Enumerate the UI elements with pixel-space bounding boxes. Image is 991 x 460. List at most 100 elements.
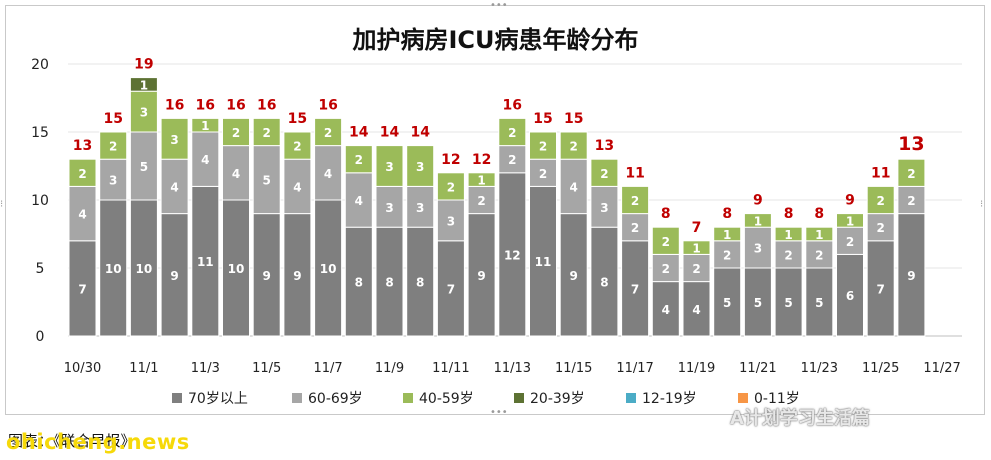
total-label: 11 <box>871 165 890 181</box>
legend-swatch <box>514 393 524 403</box>
bar-segment <box>559 213 588 337</box>
bar-segment <box>590 158 619 187</box>
legend-item: 0-11岁 <box>738 388 800 408</box>
bar-segment <box>805 226 834 242</box>
data-label: 9 <box>263 269 271 283</box>
data-label: 2 <box>846 235 854 249</box>
data-label: 4 <box>201 153 209 167</box>
data-label: 8 <box>600 276 608 290</box>
data-label: 4 <box>355 194 363 208</box>
data-label: 1 <box>140 78 148 92</box>
bar-segment <box>805 240 834 269</box>
data-label: 4 <box>692 303 700 317</box>
bar-segment <box>897 213 926 337</box>
data-label: 2 <box>877 221 885 235</box>
data-label: 8 <box>355 276 363 290</box>
bar-segment <box>743 213 772 228</box>
bar-segment <box>836 226 864 255</box>
y-tick-label: 20 <box>31 57 49 73</box>
x-tick-label: 11/25 <box>862 361 899 376</box>
bar-segment <box>375 185 404 228</box>
bar-segment <box>314 117 343 147</box>
data-label: 2 <box>539 167 547 181</box>
data-label: 10 <box>320 262 337 276</box>
data-label: 3 <box>600 201 608 215</box>
chart-title: 加护病房ICU病患年龄分布 <box>352 26 639 54</box>
total-label: 19 <box>134 57 153 73</box>
data-label: 2 <box>662 235 670 249</box>
data-label: 4 <box>170 180 178 194</box>
bar-segment <box>621 240 650 337</box>
data-label: 3 <box>385 160 393 174</box>
data-label: 1 <box>784 228 792 242</box>
total-label: 14 <box>410 125 430 141</box>
watermark-right: A计划学习生活篇 <box>730 408 870 429</box>
data-label: 2 <box>477 194 485 208</box>
data-label: 2 <box>570 140 578 154</box>
resize-handle-right[interactable]: ⁝ <box>980 199 984 210</box>
total-label: 14 <box>349 125 369 141</box>
total-label: 16 <box>257 97 276 113</box>
bar-segment <box>621 185 650 215</box>
resize-handle-bottom[interactable]: ••• <box>490 407 508 418</box>
total-label: 13 <box>898 133 924 155</box>
bar-segment <box>191 131 220 187</box>
total-label: 16 <box>165 97 184 113</box>
x-tick-label: 11/23 <box>801 361 838 376</box>
total-label: 15 <box>103 111 122 127</box>
x-tick-label: 11/17 <box>616 361 653 376</box>
data-label: 10 <box>105 262 122 276</box>
y-tick-label: 0 <box>36 329 45 345</box>
resize-handle-top[interactable]: ••• <box>490 0 508 11</box>
data-label: 2 <box>355 153 363 167</box>
total-label: 14 <box>380 125 400 141</box>
legend-swatch <box>292 393 302 403</box>
bar-segment <box>68 158 97 187</box>
data-label: 2 <box>631 221 639 235</box>
bar-segment <box>436 240 465 337</box>
bar-segment <box>713 226 742 242</box>
x-tick-label: 11/3 <box>191 361 220 376</box>
data-label: 3 <box>754 242 762 256</box>
bar-segment <box>866 213 895 242</box>
resize-handle-left[interactable]: ⁝ <box>0 199 4 210</box>
legend-item: 20-39岁 <box>514 388 585 408</box>
data-label: 2 <box>815 248 823 262</box>
bar-segment <box>406 145 435 187</box>
figure-caption: 图表：《联合早报》 <box>8 432 136 450</box>
legend-swatch <box>172 393 182 403</box>
data-label: 1 <box>815 228 823 242</box>
bar-segment <box>621 213 650 242</box>
data-label: 3 <box>109 174 117 188</box>
data-label: 10 <box>228 262 245 276</box>
data-label: 4 <box>324 167 332 181</box>
data-label: 3 <box>416 201 424 215</box>
bar-segment <box>529 131 557 160</box>
bar-segment <box>160 158 189 215</box>
total-label: 16 <box>196 97 215 113</box>
bar-segment <box>406 226 435 337</box>
data-label: 2 <box>232 126 240 140</box>
bar-segment <box>836 213 864 228</box>
bar-segment <box>651 281 680 337</box>
data-label: 11 <box>535 255 552 269</box>
total-label: 8 <box>661 206 671 222</box>
x-tick-label: 11/21 <box>739 361 776 376</box>
bar-segment <box>559 131 588 160</box>
bar-segment <box>314 199 343 337</box>
bar-segment <box>252 213 281 337</box>
data-label: 11 <box>197 255 214 269</box>
bar-segment <box>252 117 281 147</box>
bar-segment <box>805 267 834 337</box>
bar-segment <box>344 145 373 174</box>
data-label: 2 <box>907 194 915 208</box>
data-label: 9 <box>293 269 301 283</box>
bar-segment <box>467 185 496 215</box>
bar-segment <box>222 199 250 337</box>
data-label: 4 <box>662 303 670 317</box>
data-label: 2 <box>907 167 915 181</box>
total-label: 9 <box>753 193 763 209</box>
data-label: 1 <box>201 119 209 133</box>
bar-segment <box>529 185 557 337</box>
